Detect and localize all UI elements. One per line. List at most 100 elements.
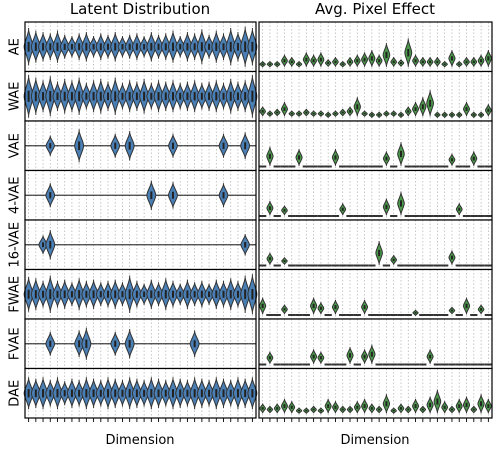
violin-box [466, 403, 468, 407]
left-x-axis-label: Dimension [105, 433, 174, 448]
violin-box [49, 43, 51, 50]
violin-box [400, 407, 402, 409]
panel-latent-ae [24, 22, 257, 72]
violin-box [71, 389, 73, 397]
violin-box [114, 389, 116, 397]
violin-box [251, 289, 253, 299]
violin-box [93, 44, 95, 50]
violin-box [244, 289, 246, 299]
violin-box [150, 290, 152, 298]
violin-box [93, 389, 95, 397]
violin-box [100, 390, 102, 397]
violin-box [378, 59, 380, 62]
violin-box [49, 192, 51, 198]
panel-pixel-dae [259, 369, 492, 419]
violin-box [107, 44, 109, 50]
violin-box [223, 389, 225, 397]
violin-box [364, 305, 366, 309]
violin-box [400, 200, 402, 206]
violin-box [172, 389, 174, 397]
violin-box [385, 205, 387, 209]
violin-box [393, 259, 395, 261]
panel-latent-dae [24, 369, 257, 419]
violin-box [298, 63, 300, 65]
violin-box [334, 155, 336, 159]
violin-box [64, 390, 66, 396]
violin-box [349, 409, 351, 411]
violin-box [385, 401, 387, 406]
violin-box [458, 404, 460, 408]
violin-box [121, 44, 123, 50]
violin-box [393, 113, 395, 115]
violin-box [451, 409, 453, 411]
violin-box [237, 92, 239, 100]
violin-box [136, 43, 138, 50]
violin-box [42, 43, 44, 51]
right-x-axis-label: Dimension [340, 433, 409, 448]
violin-box [251, 91, 253, 102]
violin-box [100, 291, 102, 297]
violin-box [244, 142, 246, 149]
violin-box [429, 100, 431, 107]
violin-box [276, 112, 278, 114]
violin-box [313, 304, 315, 308]
row-label: WAE [8, 82, 23, 111]
violin-box [165, 43, 167, 50]
violin-box [143, 92, 145, 101]
violin-box [385, 52, 387, 58]
violin-box [78, 390, 80, 397]
violin-box [356, 406, 358, 409]
violin-box [364, 58, 366, 62]
violin-box [42, 242, 44, 247]
violin-box [201, 93, 203, 100]
violin-box [429, 403, 431, 407]
violin-box [262, 304, 264, 308]
violin-box [436, 61, 438, 63]
violin-box [305, 410, 307, 412]
violin-box [444, 406, 446, 409]
violin-box [349, 110, 351, 112]
violin-box [85, 340, 87, 348]
violin-box [237, 291, 239, 298]
violin-box [172, 291, 174, 298]
panel-pixel-16-vae [259, 220, 492, 270]
violin-box [136, 389, 138, 397]
violin-box [35, 43, 37, 51]
violin-box [313, 113, 315, 115]
violin-box [378, 250, 380, 256]
violin-box [269, 356, 271, 359]
violin-box [480, 59, 482, 62]
violin-box [283, 107, 285, 111]
violin-box [208, 291, 210, 297]
violin-box [64, 290, 66, 298]
violin-box [371, 407, 373, 409]
violin-box [215, 290, 217, 298]
row-label: VAE [8, 133, 23, 158]
violin-box [480, 114, 482, 116]
violin-box [313, 409, 315, 411]
violin-box [422, 409, 424, 411]
violin-box [407, 110, 409, 112]
violin-box [165, 290, 167, 298]
panel-latent-vae [25, 121, 256, 171]
violin-box [194, 389, 196, 397]
panel-pixel-4-vae [259, 171, 492, 221]
violin-box [283, 59, 285, 62]
row-label: FWAE [8, 276, 23, 313]
violin-box [150, 191, 152, 199]
violin-box [129, 44, 131, 50]
violin-box [262, 110, 264, 112]
panel-background [259, 270, 492, 320]
violin-box [429, 355, 431, 359]
violin-box [400, 151, 402, 157]
violin-box [129, 142, 131, 150]
violin-box [35, 91, 37, 101]
violin-box [356, 104, 358, 109]
violin-box [93, 290, 95, 298]
violin-box [223, 192, 225, 198]
violin-box [320, 58, 322, 62]
violin-box [230, 290, 232, 298]
violin-box [451, 114, 453, 116]
panel-background [259, 220, 492, 270]
violin-box [269, 113, 271, 115]
